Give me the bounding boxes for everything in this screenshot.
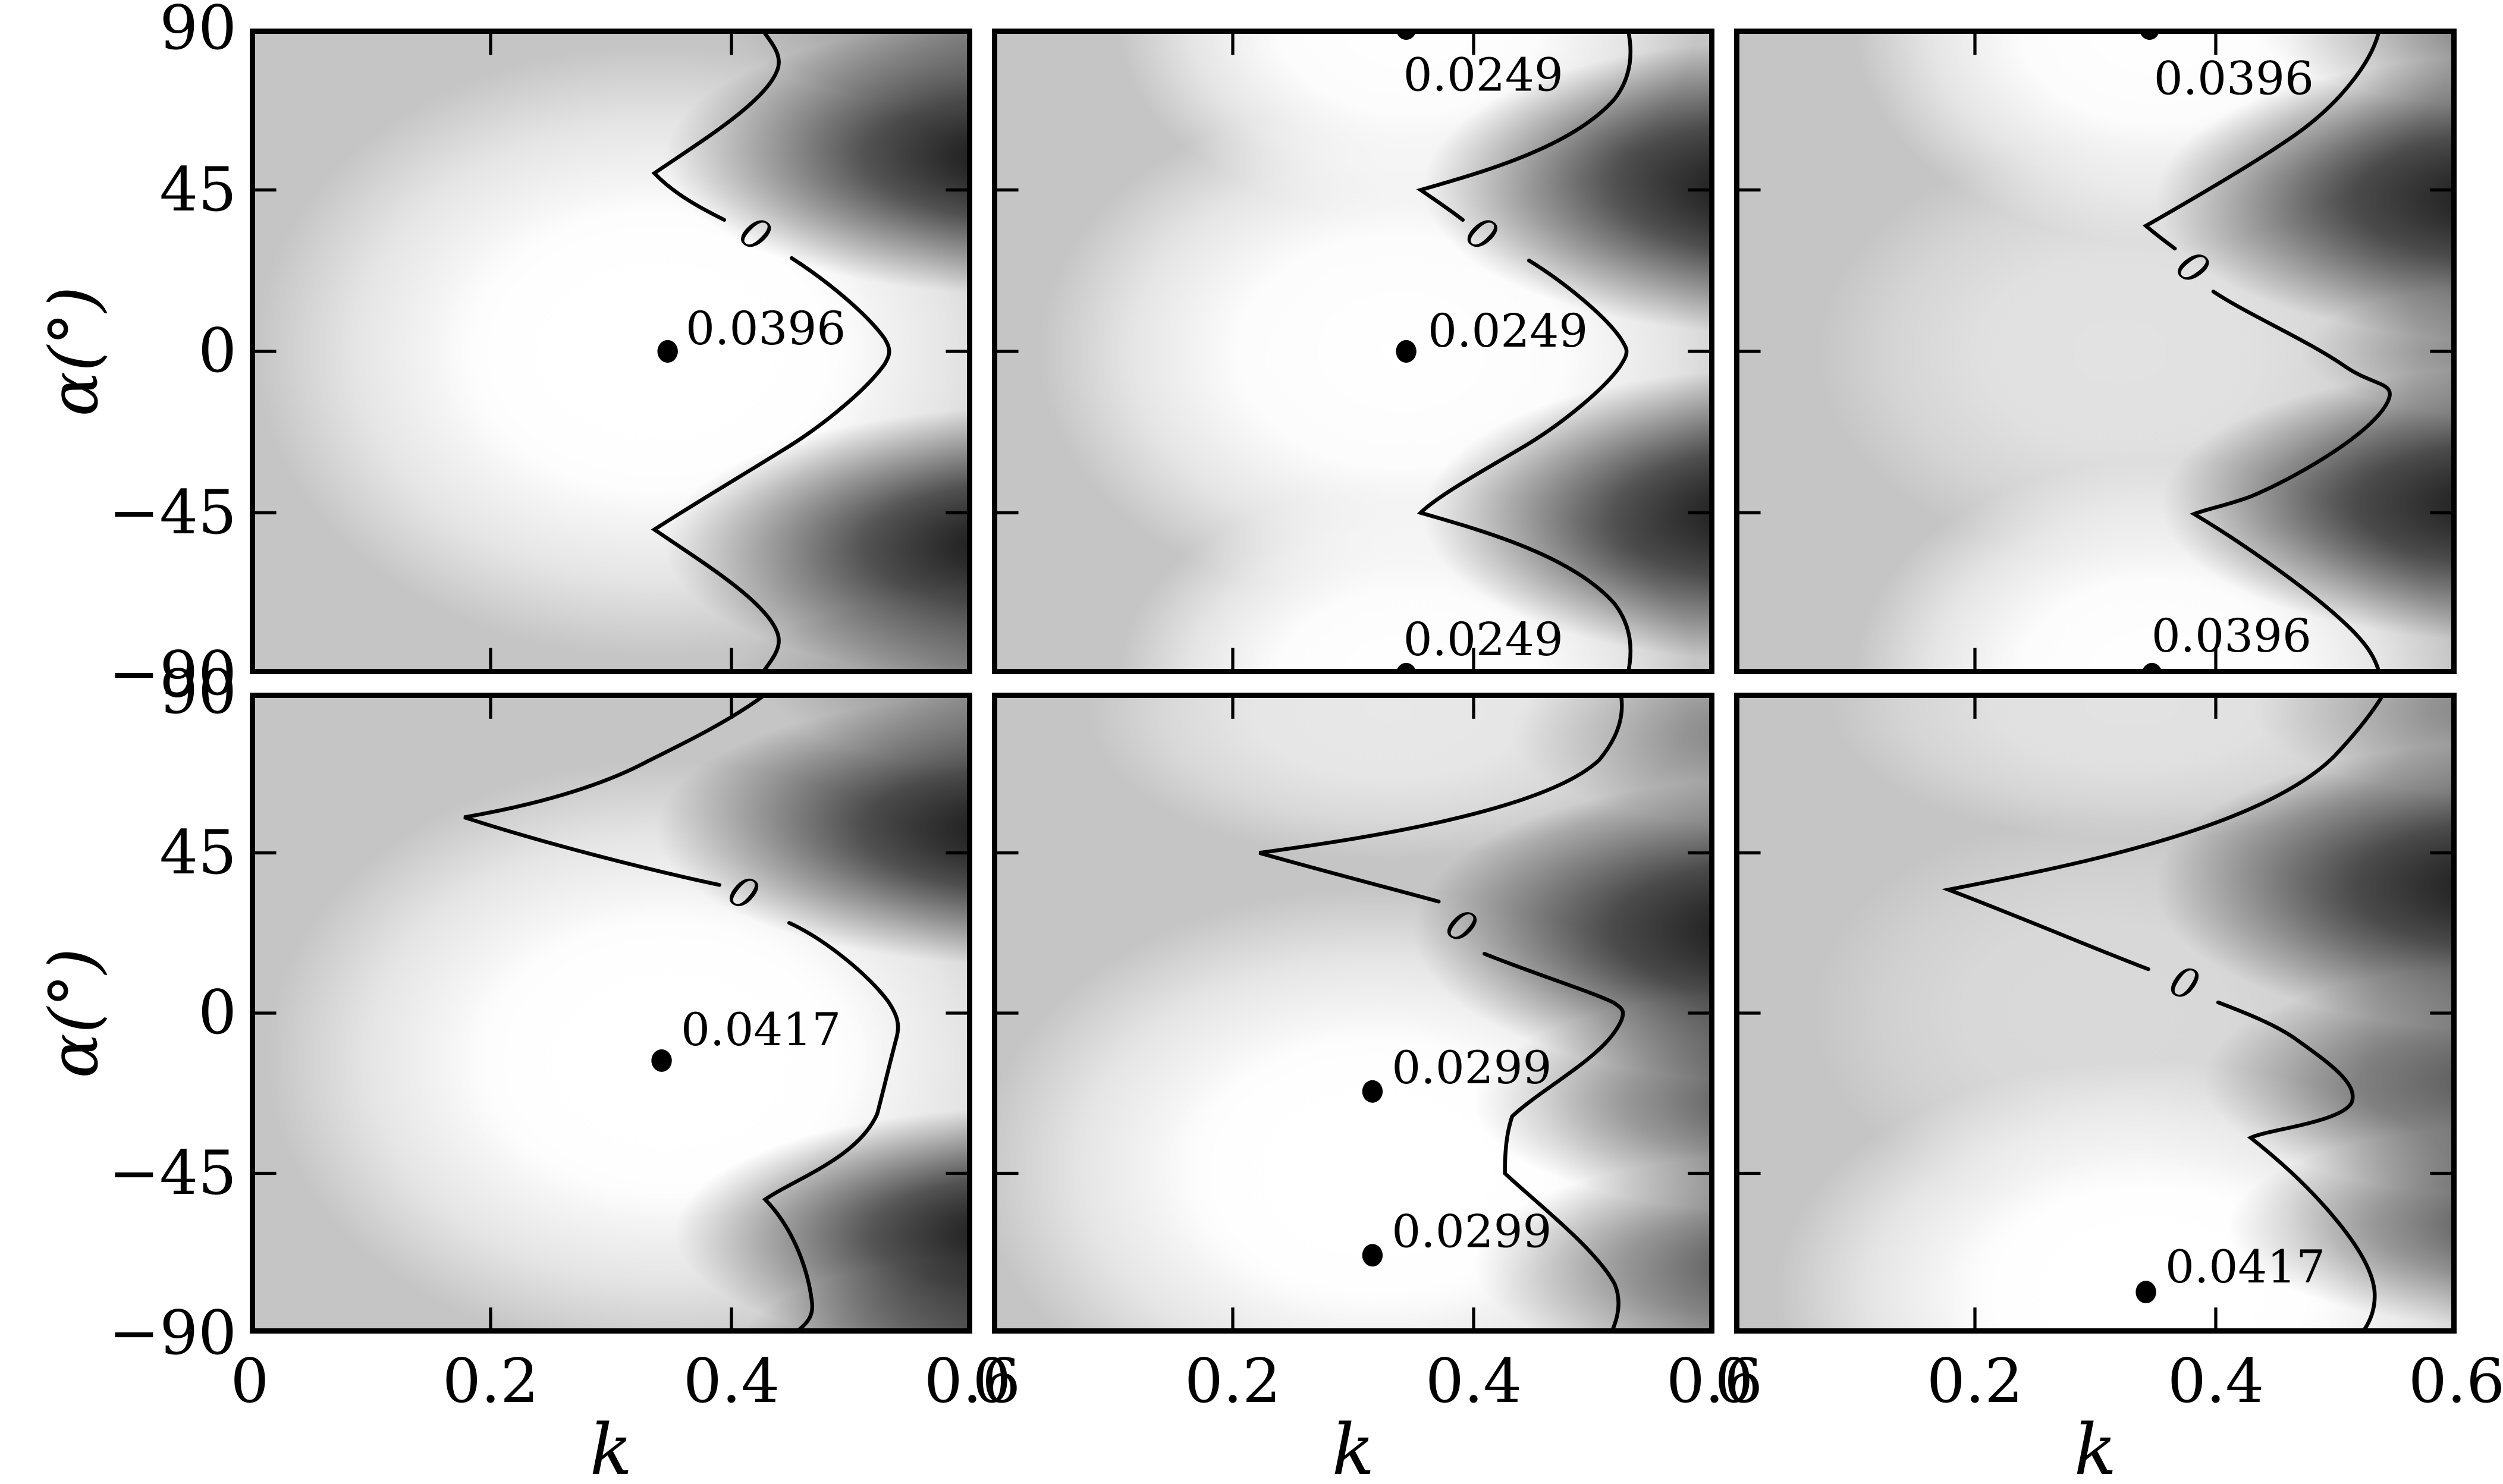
panel-border <box>992 29 1714 674</box>
growth-min-shading <box>657 694 972 964</box>
zero-contour-line <box>1482 951 1625 1334</box>
max-growth-value: 0.0249 <box>1403 614 1563 666</box>
max-growth-value: 0.0396 <box>2154 53 2314 106</box>
max-growth-value: 0.0249 <box>1428 305 1588 358</box>
x-tick-label-col2-0.6: 0.6 <box>1666 1346 1763 1417</box>
max-growth-dot <box>2135 1281 2156 1304</box>
growth-min-shading <box>726 29 972 111</box>
max-growth-dot <box>1362 1080 1383 1103</box>
y-axis-label-row2: α(°) <box>36 948 113 1079</box>
y-tick-label-row1-90: 90 <box>159 0 237 64</box>
x-tick-label-col3-0: 0 <box>1714 1346 1754 1417</box>
growth-min-shading <box>2300 288 2457 415</box>
y-tick-label-row2-45: 45 <box>159 817 237 888</box>
x-tick-label-col2-0.4: 0.4 <box>1425 1346 1522 1417</box>
x-axis-label-col2: k <box>1331 1408 1375 1484</box>
max-growth-value: 0.0417 <box>2165 1241 2325 1294</box>
max-growth-value: 0.0396 <box>686 303 846 356</box>
zero-contour-line <box>2190 290 2392 674</box>
max-growth-value: 0.0396 <box>2152 610 2312 663</box>
y-tick-label-row1-45: 45 <box>159 154 237 225</box>
growth-min-shading <box>1423 43 1714 332</box>
growth-min-shading <box>1474 1158 1714 1334</box>
max-growth-value: 0.0417 <box>681 1004 841 1056</box>
panel-border <box>992 693 1714 1334</box>
heatmap-panel-r2c3: 00.0417 <box>1734 693 2457 1334</box>
growth-min-shading <box>2251 693 2457 794</box>
max-growth-value: 0.0299 <box>1392 1042 1552 1094</box>
growth-min-shading <box>1474 995 1714 1209</box>
heatmap-panel-r2c1: 00.0417 <box>250 693 972 1334</box>
x-tick-label-col3-0.2: 0.2 <box>1926 1346 2024 1417</box>
panel-border <box>1734 693 2457 1334</box>
x-tick-label-col1-0: 0 <box>230 1346 269 1417</box>
x-tick-label-col1-0.6: 0.6 <box>924 1346 1021 1417</box>
zero-contour-line <box>1417 258 1633 674</box>
max-growth-dot <box>1396 339 1417 363</box>
zero-contour-line <box>651 256 891 674</box>
max-growth-dot <box>651 1049 672 1072</box>
zero-contour-line <box>2216 1000 2377 1334</box>
growth-min-shading <box>1423 371 1714 659</box>
growth-min-shading <box>2162 369 2457 640</box>
y-tick-label-row2--90: −90 <box>108 1298 237 1369</box>
growth-min-shading <box>765 693 972 768</box>
x-tick-label-col1-0.2: 0.2 <box>442 1346 539 1417</box>
y-tick-label-row2--45: −45 <box>108 1137 237 1209</box>
y-tick-label-row1--90: −90 <box>108 639 237 709</box>
max-growth-value: 0.0249 <box>1403 49 1563 102</box>
x-tick-label-col2-0.2: 0.2 <box>1184 1346 1282 1417</box>
panel-border <box>1734 29 2457 674</box>
y-tick-label-row2-0: 0 <box>198 977 237 1048</box>
max-growth-dot <box>657 339 678 363</box>
max-growth-value: 0.0299 <box>1392 1206 1552 1258</box>
growth-min-shading <box>2155 56 2457 340</box>
growth-min-shading <box>726 592 972 674</box>
x-axis-label-col3: k <box>2074 1408 2117 1484</box>
y-tick-label-row2-90: 90 <box>159 657 237 728</box>
growth-min-shading <box>743 1256 972 1334</box>
max-growth-dot <box>1362 1244 1383 1267</box>
panel-border <box>250 29 972 674</box>
zero-contour-line <box>2143 29 2382 251</box>
y-tick-label-row1-0: 0 <box>198 316 237 386</box>
growth-min-shading <box>1509 693 1714 825</box>
growth-min-shading <box>2252 29 2457 105</box>
panel-border <box>250 693 972 1334</box>
zero-contour-line <box>651 29 781 222</box>
x-tick-label-col3-0.6: 0.6 <box>2408 1346 2503 1417</box>
y-axis-label-row1: α(°) <box>36 286 113 417</box>
zero-contour-line <box>1258 693 1624 904</box>
zero-contour-line <box>463 693 770 887</box>
heatmap-panel-r1c1: 00.0396 <box>250 29 972 674</box>
x-tick-label-col3-0.4: 0.4 <box>2167 1346 2265 1417</box>
growth-min-shading <box>2155 743 2457 1029</box>
y-tick-label-row1--45: −45 <box>108 477 237 548</box>
x-tick-label-col1-0.4: 0.4 <box>683 1346 780 1417</box>
zero-contour-line <box>1416 29 1633 222</box>
x-axis-label-col1: k <box>589 1408 633 1484</box>
zero-contour-line <box>762 921 900 1334</box>
zero-contour-line <box>1941 693 2386 971</box>
x-tick-label-col2-0: 0 <box>972 1346 1012 1417</box>
